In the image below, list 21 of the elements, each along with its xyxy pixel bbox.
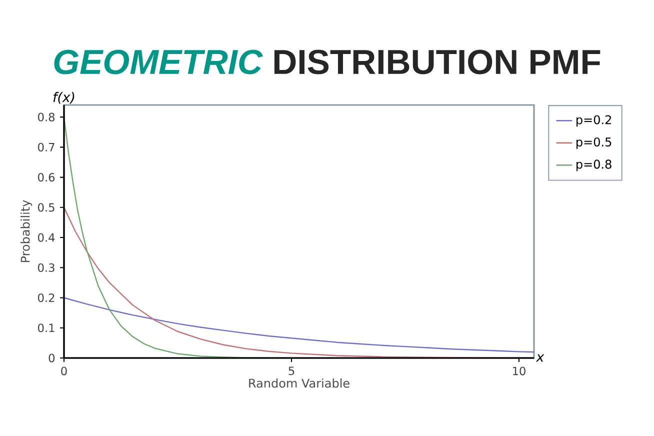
y-axis-title: Probability — [20, 200, 32, 262]
y-tick-label: 0.3 — [38, 263, 54, 272]
legend-label: p=0.2 — [576, 115, 611, 127]
text: f(x) — [53, 92, 74, 104]
y-tick-label: 0 — [48, 354, 55, 362]
y-tick-label: 0.1 — [38, 324, 54, 332]
x-tick-label: 10 — [513, 366, 526, 376]
y-tick-label: 0.4 — [38, 233, 55, 242]
text: x — [536, 354, 544, 362]
chart-title: GEOMETRIC DISTRIBUTION PMF — [54, 50, 600, 74]
line-series — [63, 297, 535, 353]
y-tick-label: 0.7 — [38, 142, 54, 152]
y-tick-label: 0.2 — [38, 293, 54, 302]
x-tick-label: 0 — [61, 366, 67, 376]
legend-label: p=0.5 — [576, 137, 612, 149]
y-tick-label: 0.5 — [38, 203, 54, 212]
y-tick-label: 0.8 — [38, 112, 55, 122]
x-tick-label: 5 — [288, 366, 294, 376]
legend-label: p=0.8 — [576, 160, 612, 172]
y-tick-label: 0.6 — [38, 173, 55, 182]
x-axis-title: Random Variable — [249, 378, 350, 388]
